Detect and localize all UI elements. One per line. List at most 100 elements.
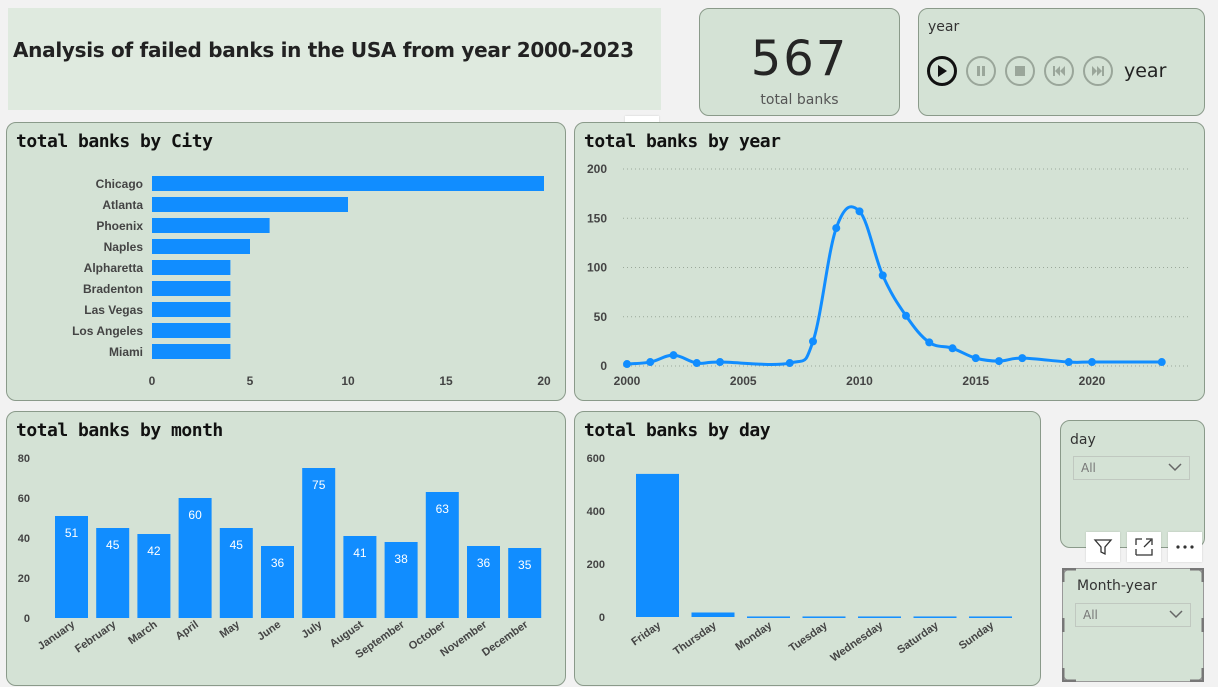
- day-bar: [969, 616, 1012, 618]
- month-year-dropdown[interactable]: All: [1075, 603, 1191, 627]
- day-category-label: Friday: [629, 619, 664, 648]
- y-tick-label: 0: [599, 612, 605, 624]
- data-point: [948, 344, 957, 353]
- y-tick-label: 200: [587, 162, 607, 176]
- skip-back-icon[interactable]: [1044, 56, 1074, 86]
- data-label: 51: [65, 526, 79, 540]
- month-category-label: June: [255, 619, 283, 644]
- day-chart-title: total banks by day: [584, 420, 771, 441]
- month-chart-card[interactable]: total banks by month 0 20 40 60 80 51 January 4…: [6, 411, 566, 686]
- data-label: 75: [312, 478, 326, 492]
- series-line: [626, 205, 1162, 366]
- selection-handles[interactable]: [1062, 568, 1204, 682]
- city-category-label: Naples: [104, 240, 144, 254]
- year-chart-title: total banks by year: [584, 131, 781, 152]
- month-year-slicer[interactable]: Month-year All: [1062, 568, 1204, 682]
- city-bar: [152, 302, 231, 317]
- city-bar-chart: Chicago Atlanta Phoenix Naples Alpharetta Bra…: [72, 176, 551, 388]
- kpi-value: 567: [750, 31, 849, 87]
- city-category-label: Bradenton: [83, 282, 143, 296]
- day-category-label: Wednesday: [828, 619, 886, 664]
- data-point: [925, 338, 934, 347]
- visual-more-button[interactable]: [1168, 532, 1202, 562]
- report-title-box: Analysis of failed banks in the USA from…: [8, 8, 661, 110]
- month-category-label: March: [126, 618, 160, 647]
- day-bar: [636, 473, 679, 617]
- y-tick-label: 20: [18, 573, 30, 585]
- x-tick-label: 5: [247, 374, 254, 388]
- y-tick-label: 100: [587, 261, 607, 275]
- day-bar: [691, 612, 735, 617]
- data-label: 38: [394, 552, 408, 566]
- chevron-down-icon: [1168, 463, 1182, 472]
- focus-mode-button[interactable]: [1127, 532, 1161, 562]
- city-category-label: Atlanta: [102, 198, 143, 212]
- data-point: [971, 354, 980, 363]
- day-bar: [802, 616, 846, 618]
- month-bar: [178, 498, 212, 618]
- x-tick-label: 2000: [614, 374, 641, 388]
- data-label: 45: [106, 538, 120, 552]
- city-category-label: Chicago: [96, 177, 143, 191]
- month-bar: [219, 528, 253, 618]
- x-tick-label: 2005: [730, 374, 757, 388]
- day-category-label: Saturday: [895, 619, 941, 656]
- data-label: 36: [477, 556, 491, 570]
- y-tick-label: 150: [587, 211, 607, 225]
- city-category-label: Los Angeles: [72, 324, 143, 338]
- stop-icon[interactable]: [1005, 56, 1035, 86]
- x-tick-label: 0: [149, 374, 156, 388]
- total-banks-card[interactable]: 567 total banks: [699, 8, 900, 116]
- year-chart-card[interactable]: total banks by year 0 50 100 150 200 2000 2005…: [574, 122, 1205, 401]
- day-dropdown[interactable]: All: [1073, 456, 1190, 480]
- data-point: [1157, 358, 1166, 367]
- data-label: 45: [230, 538, 244, 552]
- month-bar: [343, 536, 377, 618]
- x-tick-label: 2015: [962, 374, 989, 388]
- data-point: [832, 224, 841, 233]
- skip-forward-icon[interactable]: [1083, 56, 1113, 86]
- month-bar: [96, 528, 130, 618]
- month-category-label: December: [480, 618, 531, 659]
- y-tick-label: 80: [18, 453, 30, 465]
- city-bar: [152, 323, 231, 338]
- data-point: [646, 358, 655, 367]
- year-play-slicer[interactable]: year year: [918, 8, 1205, 116]
- month-category-label: January: [36, 618, 78, 653]
- data-point: [1018, 354, 1027, 363]
- day-bar-chart: 0 200 400 600 Friday Thursday Monday TuesdayWed…: [587, 453, 1012, 664]
- y-tick-label: 50: [594, 310, 608, 324]
- y-tick-label: 400: [587, 506, 605, 518]
- x-tick-label: 20: [537, 374, 551, 388]
- report-title: Analysis of failed banks in the USA from…: [13, 38, 634, 62]
- day-bar: [747, 616, 790, 618]
- month-bar: [261, 546, 294, 618]
- data-point: [902, 311, 910, 320]
- kpi-label: total banks: [760, 92, 839, 108]
- data-label: 41: [353, 546, 367, 560]
- play-icon[interactable]: [927, 56, 957, 86]
- city-category-label: Alpharetta: [84, 261, 144, 275]
- day-category-label: Monday: [733, 619, 775, 653]
- x-tick-label: 15: [439, 374, 453, 388]
- day-slicer[interactable]: day All: [1060, 420, 1205, 548]
- city-chart-card[interactable]: total banks by City Chicago Atlanta Phoeni…: [6, 122, 566, 401]
- day-bar: [858, 616, 901, 618]
- city-bar: [152, 260, 231, 275]
- city-chart-title: total banks by City: [16, 131, 213, 152]
- city-bar: [152, 176, 544, 191]
- month-category-label: February: [73, 618, 119, 655]
- data-point: [855, 207, 864, 216]
- month-bar: [467, 546, 500, 618]
- data-point: [692, 359, 701, 368]
- day-category-label: Tuesday: [787, 619, 830, 654]
- data-point: [809, 337, 817, 346]
- day-chart-card[interactable]: total banks by day 0 200 400 600 Friday Thurs…: [574, 411, 1041, 686]
- pause-icon[interactable]: [966, 56, 996, 86]
- y-tick-label: 0: [600, 359, 607, 373]
- data-label: 36: [271, 556, 285, 570]
- filter-button[interactable]: [1086, 532, 1120, 562]
- city-category-label: Phoenix: [96, 219, 143, 233]
- data-label: 35: [518, 558, 532, 572]
- day-slicer-label: day: [1070, 432, 1096, 448]
